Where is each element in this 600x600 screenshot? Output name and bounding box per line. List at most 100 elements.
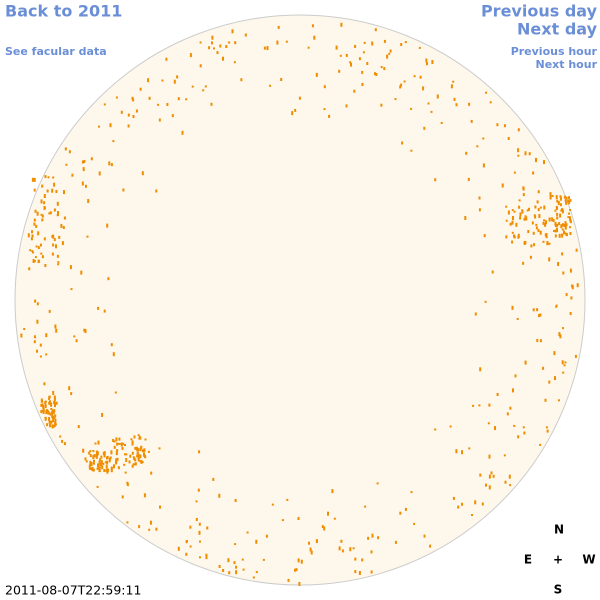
facula bbox=[543, 205, 546, 210]
facula bbox=[298, 96, 301, 100]
facula bbox=[96, 450, 98, 454]
facula bbox=[509, 484, 512, 487]
facula bbox=[173, 79, 176, 84]
facula bbox=[474, 312, 477, 316]
facula bbox=[115, 460, 118, 464]
facula bbox=[195, 500, 198, 503]
facula bbox=[429, 544, 432, 548]
facula bbox=[197, 488, 200, 492]
facula bbox=[468, 447, 471, 450]
facula bbox=[524, 360, 527, 365]
next-hour-link[interactable]: Next hour bbox=[536, 58, 598, 71]
facula bbox=[222, 569, 225, 572]
facula bbox=[32, 251, 34, 254]
facula bbox=[461, 502, 463, 506]
facula bbox=[542, 221, 545, 225]
facula bbox=[513, 424, 516, 427]
facula bbox=[340, 22, 343, 27]
previous-hour-link[interactable]: Previous hour bbox=[511, 45, 598, 58]
facula bbox=[31, 250, 34, 253]
facula bbox=[425, 58, 428, 63]
facula bbox=[56, 214, 59, 217]
facula bbox=[537, 208, 540, 212]
facula bbox=[63, 190, 65, 195]
facula bbox=[410, 107, 413, 110]
compass-west: W bbox=[582, 553, 595, 567]
facula bbox=[132, 456, 135, 459]
facula bbox=[565, 233, 568, 237]
facula bbox=[131, 96, 134, 100]
facula bbox=[476, 145, 479, 148]
facula bbox=[43, 237, 46, 241]
facula bbox=[532, 308, 535, 312]
facula bbox=[523, 431, 526, 435]
facula bbox=[423, 534, 426, 538]
facula bbox=[106, 223, 109, 228]
facula bbox=[532, 171, 535, 175]
facula bbox=[36, 302, 39, 306]
facula bbox=[519, 216, 522, 220]
facula bbox=[41, 218, 44, 222]
facula bbox=[505, 235, 508, 239]
facula bbox=[281, 519, 284, 522]
facula bbox=[53, 395, 56, 398]
facula bbox=[77, 425, 80, 429]
facula bbox=[521, 209, 524, 212]
previous-day-link[interactable]: Previous day bbox=[481, 2, 598, 21]
facula bbox=[556, 212, 559, 216]
facula bbox=[515, 222, 518, 227]
facula bbox=[68, 150, 71, 154]
facula bbox=[481, 502, 484, 506]
facula bbox=[80, 270, 83, 275]
facular-data-link[interactable]: See facular data bbox=[5, 45, 107, 58]
facula bbox=[361, 558, 364, 562]
facula bbox=[84, 457, 87, 461]
facula bbox=[375, 73, 378, 76]
facula bbox=[569, 217, 571, 221]
facula bbox=[189, 545, 192, 548]
facula bbox=[543, 219, 546, 222]
facula bbox=[241, 558, 244, 561]
facula bbox=[148, 528, 151, 531]
facula bbox=[84, 329, 87, 334]
facula bbox=[543, 160, 545, 165]
facula bbox=[482, 137, 485, 140]
facula bbox=[323, 85, 326, 89]
facula bbox=[422, 86, 425, 91]
facula bbox=[470, 119, 473, 123]
facula bbox=[474, 500, 477, 505]
facula bbox=[171, 114, 174, 118]
facula bbox=[558, 222, 561, 226]
facula bbox=[508, 474, 511, 479]
facula bbox=[155, 527, 158, 531]
facula bbox=[97, 306, 100, 310]
facula bbox=[189, 525, 192, 529]
facula bbox=[89, 454, 92, 458]
compass-center: + bbox=[553, 553, 563, 567]
facula bbox=[177, 97, 180, 101]
facula bbox=[51, 424, 54, 429]
facula bbox=[70, 392, 73, 396]
facula bbox=[47, 176, 50, 179]
facula bbox=[556, 223, 559, 227]
facula bbox=[44, 404, 47, 409]
facula bbox=[467, 177, 470, 181]
facula bbox=[181, 130, 184, 135]
back-year-link[interactable]: Back to 2011 bbox=[5, 2, 122, 21]
facula bbox=[492, 474, 495, 478]
facula bbox=[389, 49, 392, 53]
facula bbox=[43, 194, 46, 198]
facula bbox=[291, 111, 294, 116]
facula bbox=[399, 85, 402, 89]
facula bbox=[97, 467, 100, 470]
facula bbox=[70, 288, 73, 291]
facula bbox=[511, 231, 514, 234]
facula bbox=[545, 220, 547, 225]
facula bbox=[361, 83, 364, 86]
facula bbox=[262, 558, 265, 561]
facula bbox=[559, 213, 562, 218]
facula bbox=[568, 196, 570, 200]
next-day-link[interactable]: Next day bbox=[517, 20, 598, 39]
facula bbox=[294, 568, 296, 572]
facula bbox=[53, 401, 56, 405]
